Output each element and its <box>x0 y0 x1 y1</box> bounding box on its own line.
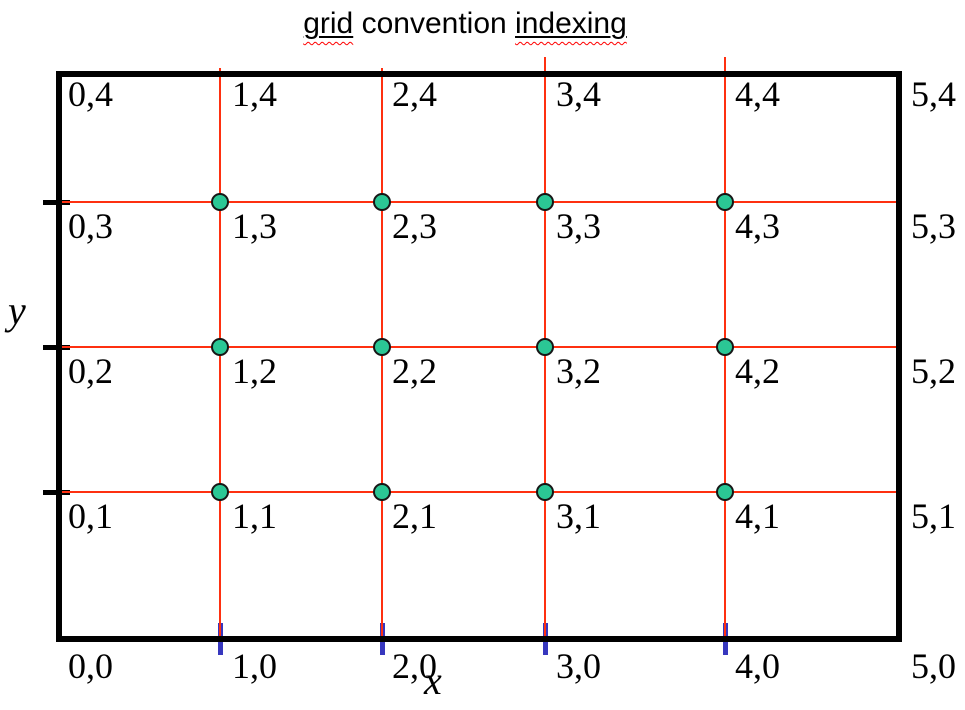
grid-node <box>716 338 734 356</box>
grid-index-label: 0,1 <box>68 496 113 536</box>
grid-node <box>373 483 391 501</box>
grid-line-horizontal <box>59 491 897 493</box>
grid-index-label: 0,2 <box>68 351 113 391</box>
grid-index-label: 3,0 <box>556 646 601 686</box>
grid-index-label: 4,3 <box>735 206 780 246</box>
grid-index-label: 4,2 <box>735 351 780 391</box>
grid-box-border <box>56 71 902 642</box>
grid-index-label: 1,4 <box>232 74 277 114</box>
grid-node <box>716 483 734 501</box>
title-word-text: indexing <box>515 7 627 40</box>
grid-line-horizontal <box>59 201 897 203</box>
title-word: convention <box>362 7 507 40</box>
title-word-text: grid <box>303 7 354 40</box>
grid-index-label: 3,3 <box>556 206 601 246</box>
grid-index-label: 5,3 <box>911 206 956 246</box>
grid-index-label: 1,0 <box>232 646 277 686</box>
grid-index-label: 1,1 <box>232 496 277 536</box>
grid-node <box>716 193 734 211</box>
grid-node <box>373 338 391 356</box>
grid-node <box>536 483 554 501</box>
grid-index-label: 5,4 <box>911 74 956 114</box>
grid-index-label: 2,1 <box>392 496 437 536</box>
grid-node <box>211 193 229 211</box>
grid-index-label: 2,2 <box>392 351 437 391</box>
grid-index-label: 2,3 <box>392 206 437 246</box>
grid-index-label: 1,2 <box>232 351 277 391</box>
grid-index-label: 4,4 <box>735 74 780 114</box>
grid-node <box>211 338 229 356</box>
grid-index-label: 0,4 <box>68 74 113 114</box>
grid-index-label: 3,4 <box>556 74 601 114</box>
grid-index-label: 4,1 <box>735 496 780 536</box>
grid-index-label: 5,2 <box>911 351 956 391</box>
grid-index-label: 2,0 <box>392 646 437 686</box>
grid-node <box>536 193 554 211</box>
grid-line-horizontal <box>59 346 897 348</box>
grid-index-label: 0,0 <box>68 646 113 686</box>
grid-index-label: 2,4 <box>392 74 437 114</box>
title-word: indexing <box>515 7 627 40</box>
title-word-text: convention <box>361 7 507 40</box>
grid-index-label: 3,1 <box>556 496 601 536</box>
x-axis-label: x <box>424 658 442 703</box>
y-axis-label: y <box>8 288 26 333</box>
grid-node <box>536 338 554 356</box>
grid-index-label: 4,0 <box>735 646 780 686</box>
grid-index-label: 3,2 <box>556 351 601 391</box>
grid-node <box>373 193 391 211</box>
grid-index-label: 1,3 <box>232 206 277 246</box>
grid-index-label: 5,0 <box>911 646 956 686</box>
grid-index-label: 0,3 <box>68 206 113 246</box>
grid-index-label: 5,1 <box>911 496 956 536</box>
figure-title: grid convention indexing <box>0 6 930 42</box>
grid-node <box>211 483 229 501</box>
title-word: grid <box>303 7 353 40</box>
